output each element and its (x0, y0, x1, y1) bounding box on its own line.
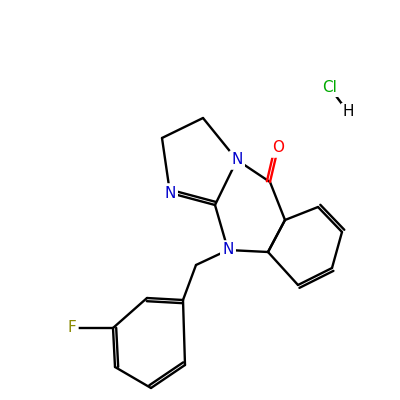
Text: F: F (68, 320, 76, 336)
Text: N: N (222, 242, 234, 258)
Text: N: N (164, 186, 176, 200)
Text: N: N (231, 152, 243, 168)
Text: H: H (342, 104, 354, 120)
Text: O: O (272, 140, 284, 156)
Text: Cl: Cl (322, 80, 338, 96)
